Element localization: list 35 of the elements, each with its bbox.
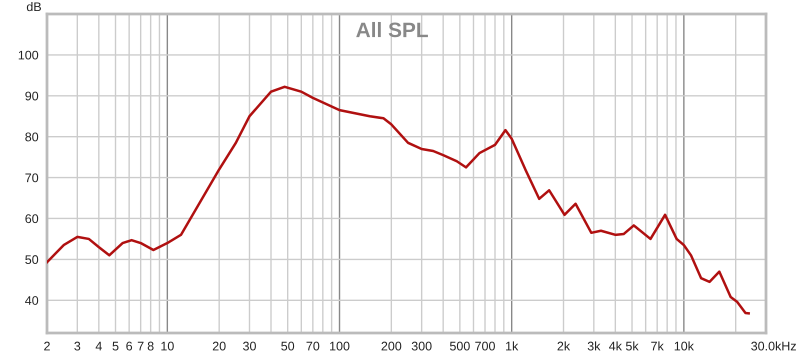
chart-title: All SPL: [356, 22, 428, 38]
x-axis-title: Hz: [782, 342, 796, 350]
x-tick-label: 5: [112, 342, 118, 351]
x-tick-label: 6: [126, 342, 132, 351]
x-tick-label: 500: [450, 342, 470, 351]
y-tick-label: 40: [25, 296, 38, 305]
x-tick-label: 4: [96, 342, 102, 350]
x-tick-label: 30.0k: [751, 341, 782, 351]
x-tick-label: 4k: [609, 341, 622, 350]
x-tick-label: 5k: [626, 341, 639, 351]
x-tick-label: 30: [243, 342, 256, 351]
x-tick-label: 7: [138, 342, 144, 350]
y-tick-label: 60: [25, 214, 38, 224]
x-tick-label: 300: [412, 342, 432, 351]
x-tick-label: 1k: [506, 341, 518, 350]
y-tick-label: 70: [25, 173, 38, 182]
y-axis-title: dB: [26, 2, 41, 12]
x-tick-label: 7k: [651, 341, 664, 350]
y-tick-label: 80: [25, 132, 38, 142]
y-tick-label: 90: [25, 92, 38, 100]
x-tick-label: 10: [161, 342, 174, 351]
x-tick-label: 10k: [674, 341, 694, 351]
y-tick-label: 100: [18, 50, 38, 60]
x-tick-label: 2k: [558, 341, 570, 350]
y-tick-label: 50: [25, 255, 38, 264]
x-tick-label: 2: [44, 342, 50, 350]
x-tick-label: 100: [330, 342, 350, 351]
x-tick-label: 3: [74, 342, 80, 351]
x-tick-label: 3k: [588, 341, 600, 351]
x-tick-label: 8: [148, 342, 154, 351]
x-tick-label: 70: [306, 342, 320, 351]
x-tick-label: 200: [382, 342, 402, 351]
x-tick-label: 700: [475, 342, 495, 351]
x-tick-label: 20: [212, 342, 226, 351]
x-tick-label: 50: [281, 342, 294, 351]
